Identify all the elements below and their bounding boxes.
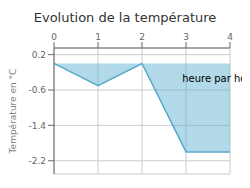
svg-text:4: 4 [227, 32, 233, 42]
svg-text:Température en °C: Température en °C [8, 69, 18, 155]
svg-text:2: 2 [139, 32, 145, 42]
svg-text:-2.2: -2.2 [28, 156, 46, 166]
svg-text:-0.6: -0.6 [28, 85, 46, 95]
svg-text:-1.4: -1.4 [28, 121, 46, 131]
svg-text:1: 1 [95, 32, 101, 42]
html-text:Evolution de la température: Evolution de la température [33, 10, 217, 25]
svg-text:3: 3 [183, 32, 189, 42]
svg-text:0: 0 [51, 32, 57, 42]
svg-text:heure par heure: heure par heure [182, 73, 242, 84]
svg-text:0.2: 0.2 [32, 50, 46, 60]
